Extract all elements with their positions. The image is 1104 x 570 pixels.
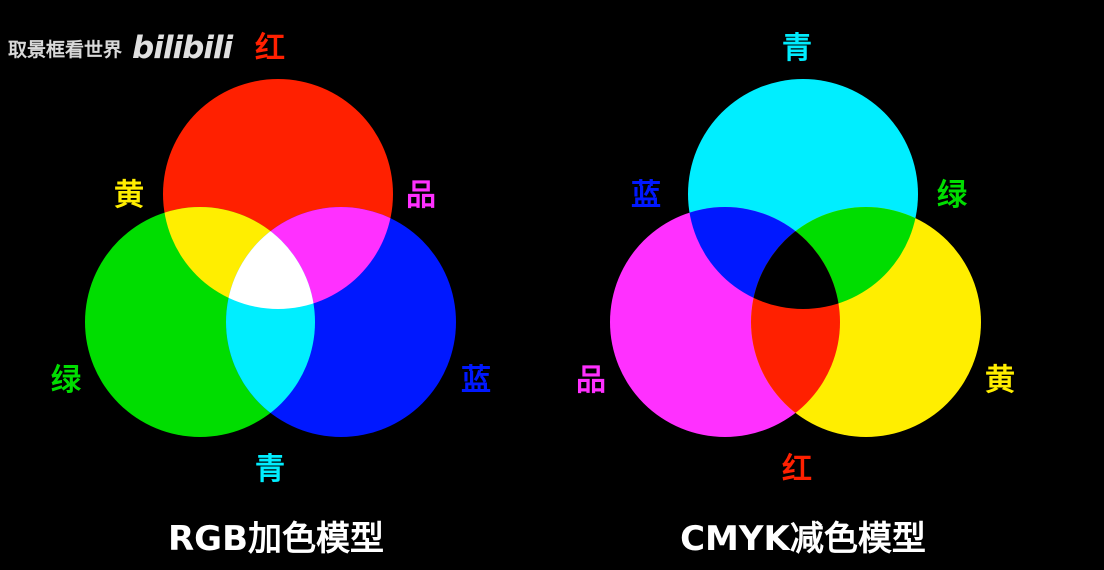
rgb-model: 红 黄 品 绿 蓝 青 RGB加色模型	[51, 31, 491, 559]
cmyk-label-red: 红	[782, 452, 812, 487]
rgb-white-center	[226, 207, 315, 309]
cmyk-label-magenta: 品	[576, 363, 606, 398]
rgb-label-blue: 蓝	[461, 363, 491, 398]
cmyk-model: 青 蓝 绿 品 黄 红 CMYK减色模型	[576, 31, 1015, 559]
rgb-caption: RGB加色模型	[168, 519, 384, 559]
rgb-label-magenta: 品	[406, 178, 436, 213]
rgb-label-cyan: 青	[255, 452, 285, 487]
cmyk-caption: CMYK减色模型	[680, 519, 926, 559]
cmyk-black-center	[751, 207, 840, 309]
rgb-label-red: 红	[255, 31, 285, 66]
watermark: 取景框看世界 bilibili	[8, 30, 233, 66]
rgb-label-yellow: 黄	[114, 178, 144, 213]
bilibili-logo-icon: bilibili	[132, 30, 233, 66]
cmyk-label-blue: 蓝	[631, 178, 661, 213]
cmyk-label-cyan: 青	[782, 31, 812, 66]
cmyk-label-yellow: 黄	[985, 363, 1015, 398]
rgb-label-green: 绿	[51, 363, 82, 398]
cmyk-label-green: 绿	[937, 178, 968, 213]
watermark-text: 取景框看世界	[8, 38, 123, 61]
